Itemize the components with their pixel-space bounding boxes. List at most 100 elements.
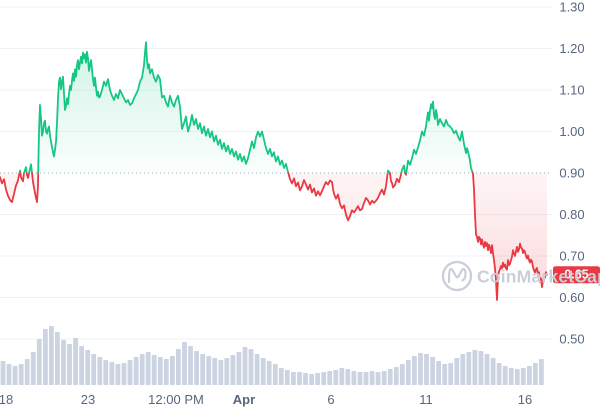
volume-bar [260,358,266,385]
volume-bar [212,358,218,385]
price-area-down [472,173,547,300]
volume-bar [12,366,18,385]
volume-bar [375,372,381,385]
y-axis-label: 0.90 [559,166,584,181]
volume-bar [230,355,236,385]
volume-bar [109,362,115,385]
volume-bar [49,326,54,385]
volume-bar [188,346,193,385]
price-area-up [38,42,289,173]
volume-bar [484,354,490,385]
volume-bar [466,352,472,385]
volume-bar [399,364,405,385]
volume-bar [157,357,163,385]
volume-bar [448,363,454,385]
volume-bar [43,329,48,385]
y-axis-label: 1.20 [559,41,584,56]
volume-bar [127,360,133,385]
x-axis-label: 11 [419,392,433,407]
volume-bar [508,368,514,385]
volume-bar [163,359,169,385]
x-axis-label: Apr [233,392,255,407]
volume-bar [321,372,327,385]
volume-bar [520,368,526,385]
volume-bar [490,358,496,385]
volume-bar [430,357,435,385]
volume-bar [291,372,296,385]
price-line-up [405,100,474,174]
price-line-up [28,163,33,174]
volume-bar [454,358,460,385]
volume-bar [97,357,103,385]
volume-bar [254,354,260,385]
volume-bar [533,363,538,385]
volume-bar [170,356,175,385]
volume-bar [24,359,30,385]
volume-bar [85,350,91,385]
volume-bar [30,352,36,385]
volume-bar [333,370,339,385]
volume-bar [18,364,24,385]
price-line-down [389,172,403,189]
volume-bar [151,355,157,385]
volume-bar [67,344,72,385]
price-line-down [31,172,40,203]
volume-bar [176,349,181,385]
volume-bar [0,361,6,385]
volume-bar [412,356,417,385]
y-axis-label: 0.50 [559,332,584,347]
volume-bar [436,361,441,385]
volume-bar [194,351,199,385]
volume-bar [36,339,42,385]
volume-bar [539,359,544,385]
volume-bar [327,371,333,385]
coinmarketcap-logo-m [447,267,467,284]
volume-bar [496,363,502,385]
volume-bar [139,354,145,385]
volume-bar [182,342,187,385]
volume-bar [405,360,411,385]
volume-bar [351,371,357,385]
coinmarketcap-watermark-text: CoinMarketCap [477,267,600,287]
x-axis-label: 12:00 PM [148,392,204,407]
y-axis-label: 0.60 [559,290,584,305]
x-axis-label: 16 [518,392,532,407]
volume-bar [115,364,121,385]
volume-bar [206,356,212,385]
volume-bar [460,354,466,385]
volume-bar [6,364,12,385]
volume-bar [121,363,127,385]
volume-bar [133,357,139,385]
coinmarketcap-logo-icon [441,260,473,292]
price-area-up [406,101,473,173]
volume-bar [248,349,254,385]
volume-bar [393,367,399,385]
volume-bar [73,338,78,385]
y-axis-label: 1.00 [559,124,584,139]
x-axis-label: 18 [0,392,13,407]
volume-bar [472,350,478,385]
price-line-down [471,172,548,301]
volume-bars [0,326,544,385]
y-axis-label: 1.30 [559,0,584,15]
volume-bar [303,373,308,385]
price-line-down [25,172,30,179]
volume-bar [363,372,369,385]
volume-bar [284,370,290,385]
price-line-up [400,164,406,174]
price-line-up [23,166,28,174]
price-line-down [19,172,25,183]
volume-bar [502,366,508,385]
price-line-down [0,172,21,203]
volume-bar [79,346,84,385]
volume-bar [527,366,532,385]
volume-bar [224,358,230,385]
volume-bar [55,332,60,385]
volume-bar [381,371,387,385]
volume-bar [278,368,284,385]
y-axis-label: 0.70 [559,249,584,264]
current-price-badge: 0.65 [553,266,600,284]
x-axis-label: 23 [81,392,95,407]
volume-bar [61,340,66,385]
